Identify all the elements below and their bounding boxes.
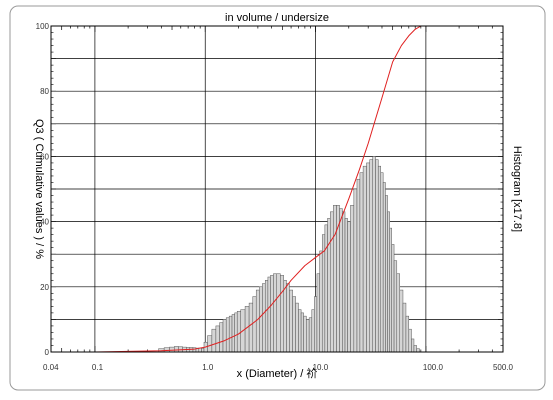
histogram-bar [339, 208, 343, 353]
y-axis-label: Q3 ( Cumulative values ) / % [33, 119, 45, 259]
histogram-bar [408, 328, 412, 353]
histogram-bar [342, 211, 346, 353]
histogram-bar [280, 275, 284, 353]
x-axis-label: x (Diameter) / 祄 [237, 366, 318, 380]
histogram-bar [405, 315, 410, 353]
histogram-bar [303, 315, 307, 353]
histogram-bar [324, 224, 328, 353]
histogram-bar [262, 283, 266, 353]
histogram-bar [231, 314, 235, 353]
histogram-bar [411, 338, 415, 353]
y-tick-label: 20 [40, 283, 49, 292]
chart-title: in volume / undersize [225, 12, 329, 24]
histogram-bar [255, 289, 260, 353]
histogram-bar [234, 312, 238, 353]
histogram-bar [222, 319, 227, 353]
outer-frame [9, 5, 546, 391]
y-tick-label: 0 [45, 348, 50, 357]
histogram-bar [393, 260, 398, 353]
histogram-bar [295, 302, 299, 353]
histogram-bar [396, 273, 400, 353]
histogram-bar [215, 325, 220, 353]
histogram-bar [311, 309, 315, 353]
y-tick-label: 60 [40, 152, 49, 161]
histogram-bar [359, 172, 364, 353]
histogram-bar [219, 322, 224, 353]
histogram-bar [314, 296, 318, 353]
histogram-bar [308, 317, 313, 353]
histogram-bar [356, 178, 361, 353]
histogram-bar [347, 221, 351, 353]
histogram-bar [353, 188, 358, 353]
histogram-bar [385, 195, 388, 353]
cumulative-curve [51, 25, 503, 353]
x-tick-label: 10.0 [313, 363, 329, 372]
histogram-bar [283, 280, 287, 353]
histogram-bar [402, 302, 407, 353]
histogram-bar [377, 165, 382, 353]
histogram-bar [389, 227, 392, 353]
histogram-bar [333, 205, 337, 353]
x-tick-label: 0.04 [43, 363, 59, 372]
histogram-bar [375, 159, 379, 353]
histogram-bar [174, 346, 179, 353]
histogram-bar [316, 273, 320, 353]
histogram-bar [380, 172, 384, 353]
histogram-bar [225, 317, 230, 353]
histogram-bar [298, 309, 302, 353]
histogram-bar [273, 273, 277, 353]
histogram-bar [207, 335, 213, 353]
histogram-bar [350, 205, 355, 353]
x-tick-label: 500.0 [493, 363, 514, 372]
histogram-bar [286, 283, 290, 353]
y-tick-label: 100 [36, 22, 50, 31]
histogram-bar [344, 218, 348, 353]
histogram-bar [327, 218, 331, 353]
histogram-bar [248, 302, 254, 353]
histogram-bar [372, 156, 376, 353]
histogram-bar [413, 345, 417, 353]
y2-axis-label: Histogram [x17.8] [511, 146, 523, 232]
y-tick-label: 80 [40, 87, 49, 96]
plot-area-border [50, 25, 504, 353]
histogram-bar [270, 275, 274, 353]
histogram-bar [201, 348, 205, 353]
grid [50, 25, 504, 353]
tick-labels: 0.04 0.1 1.0 10.0 100.0 500.0 0 20 40 60 80 100 [36, 22, 514, 372]
histogram-bar [289, 289, 293, 353]
histogram-bar [369, 159, 373, 353]
histogram-bar [259, 286, 263, 353]
histogram-bar [391, 244, 395, 353]
histogram-bar [236, 311, 241, 353]
histogram-bar [292, 296, 296, 353]
x-tick-label: 100.0 [423, 363, 444, 372]
histogram-bar [399, 289, 404, 353]
histogram-bar [362, 165, 367, 353]
histogram-bar [387, 211, 390, 353]
histogram-bar [319, 250, 323, 353]
histogram-bar [267, 276, 271, 353]
histogram-bar [252, 296, 257, 353]
histogram-bar [228, 315, 233, 353]
histogram-bar [300, 312, 304, 353]
cumulative-curve-layer [51, 25, 503, 353]
histogram-bar [382, 182, 386, 353]
x-tick-label: 1.0 [202, 363, 214, 372]
histogram-bar [306, 319, 310, 353]
histogram-bar [264, 280, 269, 353]
x-tick-label: 0.1 [92, 363, 104, 372]
y-tick-label: 40 [40, 218, 49, 227]
histogram-bar [211, 328, 217, 353]
histogram-bar [330, 211, 334, 353]
histogram-bar [366, 162, 370, 353]
histogram-bar [169, 346, 175, 353]
histogram-bar [276, 273, 281, 353]
